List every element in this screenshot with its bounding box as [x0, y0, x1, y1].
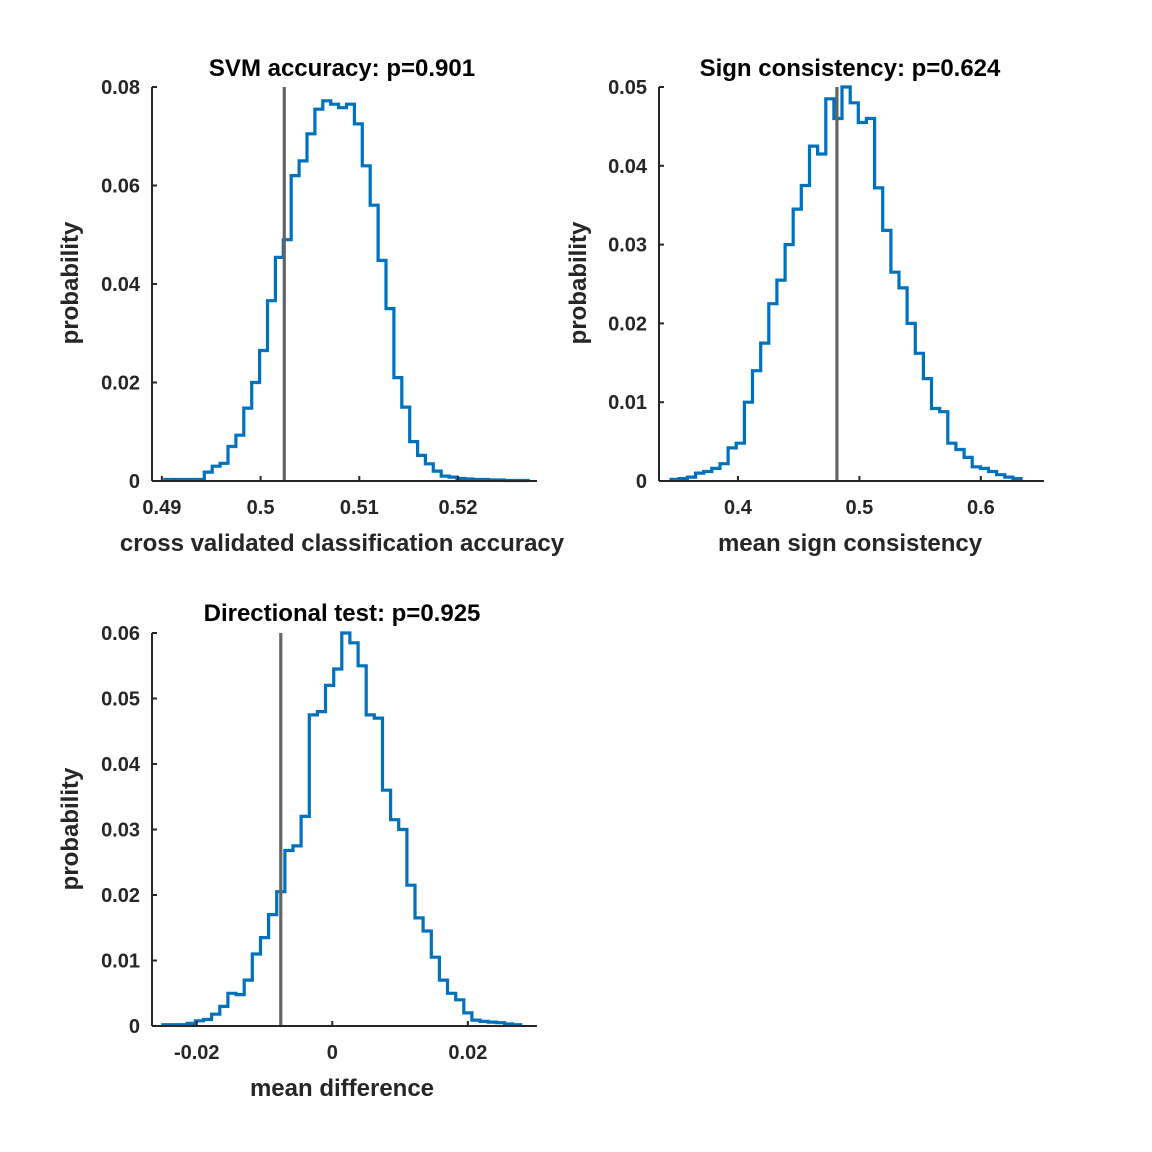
y-tick-label: 0.03: [101, 820, 140, 842]
x-tick-label: -0.02: [174, 1042, 220, 1064]
histogram-line: [163, 99, 530, 483]
x-axis-label: mean sign consistency: [718, 530, 983, 557]
y-tick-label: 0.08: [101, 77, 140, 99]
y-tick-label: 0.02: [101, 373, 140, 395]
chart-title: Sign consistency: p=0.624: [700, 55, 1001, 82]
x-tick-label: 0: [327, 1042, 338, 1064]
y-tick-label: 0: [129, 471, 140, 493]
x-tick-label: 0.5: [845, 497, 873, 519]
y-tick-label: 0.05: [608, 77, 647, 99]
y-tick-label: 0.05: [101, 689, 140, 711]
x-tick-label: 0.49: [142, 497, 181, 519]
x-tick-label: 0.5: [247, 497, 275, 519]
plot-area: 0.4 0.5 0.6 0 0.01 0.02 0.03 0.04 0.05: [608, 77, 1044, 519]
x-tick-label: 0.4: [724, 497, 753, 519]
y-tick-label: 0: [129, 1016, 140, 1038]
x-tick-label: 0.51: [340, 497, 379, 519]
x-axis-label: mean difference: [250, 1075, 434, 1102]
subplot-directional-test: Directional test: p=0.925 mean differenc…: [57, 600, 537, 1102]
histogram-line: [669, 85, 1023, 481]
y-tick-label: 0.03: [608, 235, 647, 257]
x-tick-label: 0.52: [439, 497, 478, 519]
y-axis-label: probability: [565, 221, 592, 344]
plot-area: 0.49 0.5 0.51 0.52 0 0.02 0.04 0.06 0.08: [101, 77, 537, 519]
y-tick-label: 0.02: [101, 885, 140, 907]
chart-title: Directional test: p=0.925: [204, 600, 481, 627]
y-tick-label: 0.06: [101, 176, 140, 198]
y-tick-label: 0.02: [608, 313, 647, 335]
y-tick-label: 0.06: [101, 623, 140, 645]
y-tick-label: 0.04: [101, 274, 141, 296]
y-tick-label: 0: [636, 471, 647, 493]
y-tick-label: 0.01: [101, 951, 140, 973]
x-axis-label: cross validated classification accuracy: [120, 530, 565, 557]
plot-area: -0.02 0 0.02 0 0.01 0.02 0.03 0.04 0.05 0.06: [101, 623, 537, 1064]
y-tick-label: 0.01: [608, 392, 647, 414]
histogram-line: [161, 631, 523, 1027]
y-tick-label: 0.04: [608, 156, 648, 178]
x-tick-label: 0.02: [448, 1042, 487, 1064]
y-axis-label: probability: [57, 767, 84, 890]
y-axis-label: probability: [57, 221, 84, 344]
subplot-sign-consistency: Sign consistency: p=0.624 mean sign cons…: [565, 55, 1044, 557]
chart-title: SVM accuracy: p=0.901: [209, 55, 475, 82]
subplot-svm-accuracy: SVM accuracy: p=0.901 cross validated cl…: [57, 55, 565, 557]
x-tick-label: 0.6: [967, 497, 995, 519]
y-tick-label: 0.04: [101, 754, 141, 776]
